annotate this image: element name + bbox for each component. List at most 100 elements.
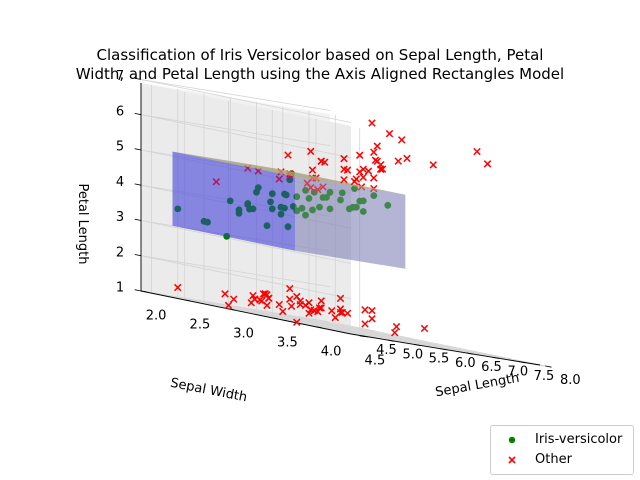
data-point-other — [338, 308, 346, 317]
data-point-versicolor — [298, 204, 306, 212]
chart-title-line-2: Width, and Petal Length using the Axis A… — [75, 65, 565, 83]
rectangle-face-back — [172, 151, 283, 244]
data-point-versicolor — [351, 185, 358, 193]
tick-label-z: 1 — [116, 281, 124, 296]
data-point-other — [317, 304, 325, 312]
grid-line-y — [228, 308, 418, 341]
data-point-other — [317, 157, 325, 165]
data-point-other — [350, 177, 359, 186]
tick-mark-z — [134, 218, 142, 221]
tick-label-z: 4 — [116, 175, 124, 190]
data-point-other — [305, 299, 313, 307]
data-point-versicolor — [277, 210, 285, 218]
data-point-versicolor — [316, 203, 323, 211]
data-point-other — [356, 151, 364, 159]
data-point-other — [331, 313, 339, 322]
data-point-other — [224, 301, 233, 310]
grid-line-y — [315, 326, 506, 359]
data-point-versicolor — [359, 197, 367, 205]
tick-label-x: 8.0 — [560, 373, 581, 388]
data-point-versicolor — [305, 195, 313, 202]
legend-marker-circle-icon — [505, 431, 519, 455]
data-point-other — [392, 322, 401, 331]
data-point-versicolor — [293, 193, 301, 201]
rectangle-face-left — [172, 151, 295, 251]
data-point-versicolor — [244, 201, 252, 208]
data-point-other — [403, 154, 411, 163]
data-point-other — [317, 297, 325, 305]
data-point-versicolor — [349, 203, 357, 211]
data-point-versicolor — [284, 223, 292, 231]
data-point-other — [368, 306, 376, 315]
tick-mark-z — [134, 77, 142, 80]
data-point-other — [230, 295, 238, 303]
axis-label-petal-length: Petal Length — [75, 183, 90, 264]
tick-label-y: 3.5 — [277, 335, 298, 350]
tick-label-y: 3.0 — [233, 326, 254, 341]
data-point-other — [212, 178, 220, 186]
points-behind-box — [174, 164, 392, 240]
data-point-other — [429, 161, 437, 169]
data-point-other — [307, 147, 315, 156]
data-point-other — [307, 183, 315, 192]
data-point-other — [308, 166, 317, 174]
data-point-other — [385, 129, 394, 138]
axis-line-y — [140, 290, 352, 335]
data-point-other — [483, 160, 492, 168]
data-point-versicolor — [268, 205, 276, 213]
tick-mark-z — [134, 183, 142, 186]
data-point-versicolor — [281, 204, 288, 212]
chart-title-line-1: Classification of Iris Versicolor based … — [96, 46, 544, 64]
points-front — [174, 119, 492, 337]
data-point-other — [378, 165, 387, 173]
data-point-versicolor — [359, 208, 367, 215]
data-point-versicolor — [384, 201, 392, 209]
rectangle-face-bottom — [172, 225, 406, 269]
data-point-other — [391, 328, 399, 337]
data-point-other — [319, 183, 327, 191]
legend-label-versicolor: Iris-versicolor — [535, 432, 623, 447]
tick-mark-z — [134, 254, 142, 257]
data-point-versicolor — [326, 205, 334, 213]
grid-line-z — [140, 290, 331, 323]
data-point-other — [279, 307, 287, 316]
tick-label-z: 5 — [116, 140, 124, 155]
data-point-versicolor — [289, 203, 297, 210]
data-point-versicolor — [370, 192, 378, 200]
tick-label-z: 6 — [116, 104, 124, 119]
classification-rectangle-front — [172, 151, 406, 269]
data-point-other — [286, 295, 294, 303]
data-point-other — [340, 176, 348, 184]
data-point-other — [420, 324, 429, 333]
data-point-other — [287, 302, 296, 310]
data-point-versicolor — [268, 190, 276, 198]
tick-label-y: 2.0 — [146, 309, 167, 324]
grid-line-z — [140, 79, 352, 123]
rectangle-face-front — [295, 176, 406, 269]
data-point-versicolor — [337, 196, 344, 204]
grid-line-z — [140, 149, 352, 194]
data-point-other — [174, 283, 182, 292]
grid-line-z — [140, 255, 352, 300]
data-point-other — [340, 154, 348, 163]
tick-mark-z — [134, 289, 142, 292]
data-point-other — [315, 304, 324, 312]
data-point-other — [473, 147, 481, 156]
data-point-other — [343, 166, 352, 174]
data-point-other — [293, 318, 301, 326]
data-point-versicolor — [226, 197, 234, 205]
data-point-other — [275, 175, 283, 183]
side-wall-pane — [141, 83, 351, 334]
tick-label-x: 6.5 — [481, 360, 502, 375]
rectangle-face-top — [172, 151, 406, 195]
data-point-versicolor — [302, 211, 309, 219]
data-point-versicolor — [235, 209, 243, 217]
data-point-other — [251, 295, 259, 303]
data-point-versicolor — [200, 217, 208, 225]
data-point-other — [359, 165, 367, 173]
data-point-other — [275, 300, 283, 309]
data-point-other — [359, 173, 367, 182]
legend-label-other: Other — [535, 452, 572, 467]
data-point-other — [370, 148, 378, 156]
